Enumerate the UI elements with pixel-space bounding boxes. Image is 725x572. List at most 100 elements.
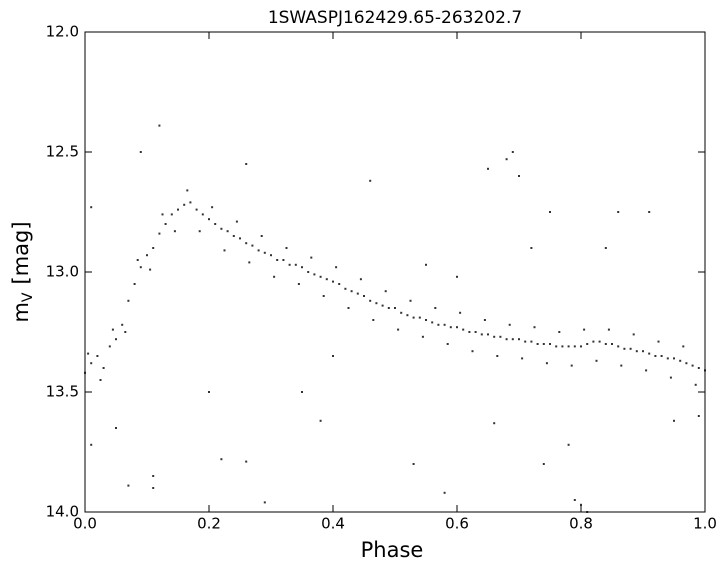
data-point	[657, 340, 660, 343]
data-point	[443, 323, 446, 326]
data-point	[226, 230, 229, 233]
data-point	[384, 290, 387, 293]
data-point	[549, 343, 551, 345]
data-point	[573, 499, 576, 501]
data-point	[223, 249, 226, 252]
data-point	[483, 319, 486, 321]
data-point	[108, 345, 111, 348]
data-point	[530, 247, 533, 249]
data-point	[533, 326, 536, 329]
data-point	[421, 335, 424, 338]
data-point	[623, 347, 626, 350]
data-point	[437, 323, 440, 326]
data-point	[434, 307, 437, 309]
data-point	[493, 335, 496, 338]
y-tick-label: 12.0	[46, 23, 79, 41]
data-point	[220, 227, 223, 230]
data-point	[545, 362, 548, 365]
data-point	[409, 299, 412, 302]
data-point	[567, 443, 570, 446]
data-point	[158, 232, 161, 235]
data-point	[443, 491, 446, 494]
y-tick-label: 12.5	[46, 143, 79, 161]
data-point	[645, 369, 648, 372]
y-label-main: m	[9, 302, 33, 322]
data-point	[425, 263, 427, 266]
data-point	[673, 357, 675, 360]
data-point	[294, 263, 297, 266]
data-point	[307, 271, 310, 273]
data-point	[518, 175, 520, 177]
data-point	[152, 487, 155, 489]
data-point	[356, 292, 359, 295]
data-point	[189, 201, 192, 204]
data-point	[511, 338, 514, 341]
x-tick-label: 0.4	[321, 515, 345, 533]
data-point	[632, 333, 635, 336]
data-point	[406, 314, 409, 317]
data-point	[173, 230, 176, 233]
data-point	[611, 343, 613, 345]
data-point	[164, 223, 167, 225]
data-point	[149, 268, 152, 271]
data-point	[319, 275, 322, 278]
data-point	[152, 247, 155, 249]
data-point	[270, 254, 272, 257]
data-point	[257, 249, 260, 252]
data-point	[211, 206, 214, 209]
data-point	[359, 278, 362, 281]
data-point	[598, 340, 601, 343]
data-point	[691, 364, 694, 367]
data-point	[322, 295, 325, 297]
data-point	[694, 383, 697, 386]
x-tick-label: 0.2	[197, 515, 221, 533]
data-point	[276, 259, 279, 261]
data-point	[607, 328, 610, 331]
data-point	[177, 208, 179, 211]
data-point	[235, 220, 238, 223]
data-point	[583, 328, 586, 331]
data-point	[456, 326, 458, 329]
data-point	[127, 484, 130, 487]
data-point	[152, 475, 155, 477]
data-point	[586, 343, 589, 345]
data-point	[542, 343, 545, 345]
data-point	[208, 218, 210, 221]
data-point	[400, 311, 403, 314]
data-point	[567, 345, 570, 348]
data-point	[549, 211, 551, 213]
data-point	[642, 350, 644, 353]
data-point	[462, 328, 465, 331]
data-point	[669, 376, 672, 379]
data-point	[397, 328, 400, 331]
data-point	[347, 307, 350, 309]
plot-frame	[84, 31, 706, 513]
data-point	[592, 340, 595, 343]
y-label-unit: [mag]	[9, 221, 33, 284]
x-tick-label: 1.0	[693, 515, 717, 533]
data-point	[285, 247, 288, 249]
data-point	[521, 357, 524, 360]
data-point	[332, 355, 334, 357]
data-point	[90, 362, 93, 365]
data-point	[682, 345, 685, 348]
data-point	[468, 331, 471, 333]
data-point	[214, 223, 217, 225]
y-label-sub: V	[20, 292, 36, 302]
data-point	[220, 458, 223, 461]
data-point	[115, 338, 117, 341]
data-point	[344, 287, 347, 290]
data-point	[418, 316, 421, 319]
data-point	[617, 211, 620, 213]
data-point	[617, 345, 620, 348]
data-point	[260, 235, 263, 237]
data-point	[245, 460, 248, 463]
data-point	[297, 283, 300, 285]
data-point	[648, 352, 651, 355]
data-point	[412, 463, 415, 465]
data-point	[511, 151, 514, 153]
data-point	[697, 367, 700, 369]
data-point	[456, 275, 458, 278]
data-point	[381, 304, 384, 307]
data-point	[248, 261, 251, 264]
